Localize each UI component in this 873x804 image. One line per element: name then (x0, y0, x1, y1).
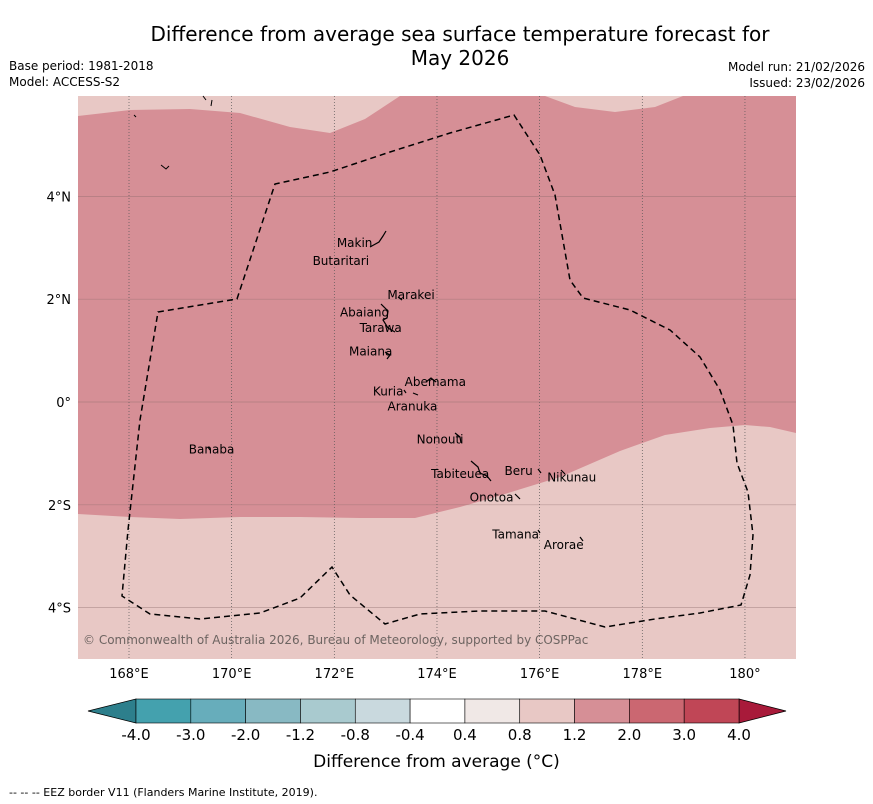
island-label: Maiana (349, 345, 392, 359)
colorbar-tick-label: 4.0 (727, 726, 751, 744)
island-label: Tamana (491, 528, 539, 542)
colorbar-tick-label: -0.8 (341, 726, 370, 744)
lon-tick-label: 174°E (417, 667, 457, 682)
colorbar-tick-label: 3.0 (672, 726, 696, 744)
eez-legend-note: -- -- -- EEZ border V11 (Flanders Marine… (9, 786, 318, 799)
lat-tick-label: 4°N (47, 190, 72, 205)
chart-title: Difference from average sea surface temp… (90, 22, 830, 70)
graticule (78, 96, 796, 659)
colorbar-bin (629, 698, 685, 724)
model-info: Base period: 1981-2018 Model: ACCESS-S2 (9, 58, 154, 90)
lon-tick-label: 168°E (109, 667, 149, 682)
island-label: Makin (337, 236, 373, 250)
lon-tick-label: 176°E (520, 667, 560, 682)
colorbar-tick-label: 2.0 (617, 726, 641, 744)
colorbar-bin (354, 698, 411, 724)
warm-anomaly-region (78, 96, 796, 519)
map-plot-area: Makin Butaritari Marakei Abaiang Tarawa Maian… (78, 95, 796, 659)
eez-border (121, 114, 754, 628)
run-info: Model run: 21/02/2026 Issued: 23/02/2026 (728, 59, 865, 91)
colorbar-bin (464, 698, 521, 724)
colorbar-tick-label: -0.4 (395, 726, 424, 744)
island-labels: Makin Butaritari Marakei Abaiang Tarawa Maian… (189, 236, 596, 552)
colorbar-tick-label: -4.0 (121, 726, 150, 744)
island-shapes (133, 95, 584, 542)
colorbar-over-arrow (738, 698, 787, 724)
colorbar-bin (300, 698, 356, 724)
lon-tick-label: 180° (729, 667, 760, 682)
island-label: Kuria (373, 385, 404, 399)
lon-tick-label: 170°E (212, 667, 252, 682)
colorbar-tick-label: -2.0 (231, 726, 260, 744)
colorbar-bin (409, 698, 466, 724)
island-label: Butaritari (313, 254, 370, 268)
island-label: Arorae (544, 538, 584, 552)
island-label: Nonouti (417, 432, 464, 446)
colorbar-bin (190, 698, 246, 724)
colorbar-bin (135, 698, 192, 724)
copyright-notice: © Commonwealth of Australia 2026, Bureau… (83, 633, 588, 647)
island-label: Abaiang (340, 305, 389, 319)
colorbar-tick-label: 0.4 (453, 726, 477, 744)
axis-ticks: 168°E 170°E 172°E 174°E 176°E 178°E 180° 4°N 2°N… (47, 190, 761, 682)
colorbar-tick-label: 0.8 (508, 726, 532, 744)
lat-tick-label: 4°S (48, 602, 71, 617)
colorbar-tick-label: 1.2 (563, 726, 587, 744)
model-run: Model run: 21/02/2026 (727, 60, 865, 74)
colorbar-under-arrow (87, 698, 137, 724)
lat-tick-label: 0° (56, 396, 71, 411)
model-name: Model: ACCESS-S2 (9, 75, 121, 89)
island-label: Aranuka (388, 399, 438, 413)
colorbar-bin (574, 698, 630, 724)
island-label: Onotoa (470, 491, 514, 505)
lat-tick-label: 2°S (48, 499, 71, 514)
colorbar-tick-label: -3.0 (176, 726, 205, 744)
island-label: Beru (505, 464, 533, 478)
title-line-2: May 2026 (410, 46, 510, 70)
colorbar-label: Difference from average (°C) (313, 752, 560, 772)
island-label: Tabiteuea (430, 467, 489, 481)
base-period: Base period: 1981-2018 (9, 59, 154, 73)
lon-tick-label: 172°E (315, 667, 355, 682)
lat-tick-label: 2°N (47, 293, 72, 308)
colorbar-bin (683, 698, 740, 724)
island-label: Banaba (189, 443, 235, 457)
island-label: Marakei (387, 288, 434, 302)
colorbar: -4.0 -3.0 -2.0 -1.2 -0.8 -0.4 0.4 0.8 1.2 2.0 3.0 4… (87, 698, 787, 744)
island-label: Nikunau (547, 470, 596, 484)
colorbar-bin (519, 698, 575, 724)
colorbar-tick-label: -1.2 (286, 726, 315, 744)
lon-tick-label: 178°E (623, 667, 663, 682)
issued-date: Issued: 23/02/2026 (749, 76, 865, 90)
title-line-1: Difference from average sea surface temp… (150, 22, 770, 46)
island-label: Abemama (405, 375, 466, 389)
colorbar-bin (245, 698, 301, 724)
island-label: Tarawa (359, 321, 402, 335)
